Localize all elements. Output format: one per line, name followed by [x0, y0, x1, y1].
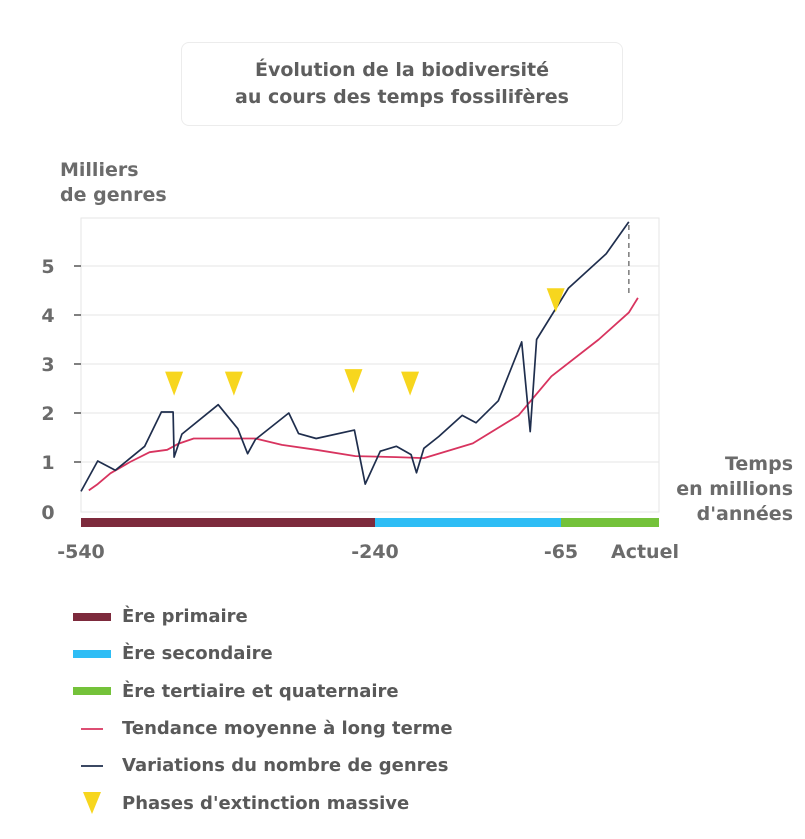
triangle-down-icon [73, 790, 111, 816]
legend-item: Ère primaire [73, 598, 453, 635]
legend-item: Ère tertiaire et quaternaire [73, 673, 453, 710]
era-bar [81, 518, 375, 527]
x-tick-label: Actuel [611, 541, 679, 563]
extinction-marker-icon [224, 371, 243, 396]
y-axis-label: Milliers de genres [60, 158, 167, 208]
series-line [88, 297, 639, 492]
x-axis-label-line3: d'années [696, 503, 793, 525]
x-axis-label: Temps en millions d'années [676, 452, 793, 527]
chart-title-line2: au cours des temps fossilifères [235, 86, 569, 108]
legend-label: Ère tertiaire et quaternaire [122, 680, 399, 702]
gridlines [74, 217, 660, 513]
x-tick-label: -540 [57, 541, 105, 563]
bar-swatch [73, 686, 111, 696]
extinction-marker-icon [546, 288, 565, 313]
y-tick-label: 1 [41, 452, 54, 474]
x-axis-label-line1: Temps [724, 453, 793, 475]
era-bar [561, 518, 659, 527]
era-bar [375, 518, 561, 527]
series-lines [80, 221, 639, 492]
y-tick-label: 5 [41, 256, 54, 278]
legend-label: Variations du nombre de genres [122, 755, 449, 777]
era-bars [81, 518, 659, 527]
legend-item: Tendance moyenne à long terme [73, 710, 453, 747]
y-tick-label: 0 [41, 502, 54, 524]
y-axis-label-line1: Milliers [60, 159, 139, 181]
extinction-marker-icon [165, 371, 184, 396]
extinction-markers [165, 288, 565, 396]
series-line [80, 221, 630, 492]
extinction-marker-icon [401, 371, 420, 396]
legend: Ère primaire Ère secondaire Ère tertiaire … [73, 598, 453, 822]
legend-item: Variations du nombre de genres [73, 747, 453, 784]
bar-swatch [73, 649, 111, 659]
chart-plot: 0 1 2 3 4 5 -540 -240 -65 Actuel [41, 217, 679, 563]
y-axis-label-line2: de genres [60, 184, 167, 206]
y-tick-label: 3 [41, 354, 54, 376]
line-swatch [73, 724, 111, 734]
legend-item: Ère secondaire [73, 635, 453, 672]
chart-title-line1: Évolution de la biodiversité [254, 59, 549, 81]
x-axis-label-line2: en millions [676, 478, 793, 500]
plot-frame [80, 217, 660, 513]
bar-swatch [73, 612, 111, 622]
legend-label: Ère secondaire [122, 643, 273, 665]
y-tick-labels: 0 1 2 3 4 5 [41, 256, 54, 524]
line-swatch [73, 761, 111, 771]
x-tick-label: -240 [351, 541, 399, 563]
legend-label: Tendance moyenne à long terme [122, 718, 453, 740]
y-tick-label: 4 [41, 305, 54, 327]
chart-title-box: Évolution de la biodiversité au cours de… [181, 42, 623, 126]
legend-label: Ère primaire [122, 606, 248, 628]
legend-item: Phases d'extinction massive [73, 784, 453, 821]
x-tick-labels: -540 -240 -65 Actuel [57, 541, 679, 563]
y-tick-label: 2 [41, 403, 54, 425]
x-tick-label: -65 [544, 541, 578, 563]
legend-label: Phases d'extinction massive [122, 792, 410, 814]
extinction-marker-icon [344, 369, 363, 394]
